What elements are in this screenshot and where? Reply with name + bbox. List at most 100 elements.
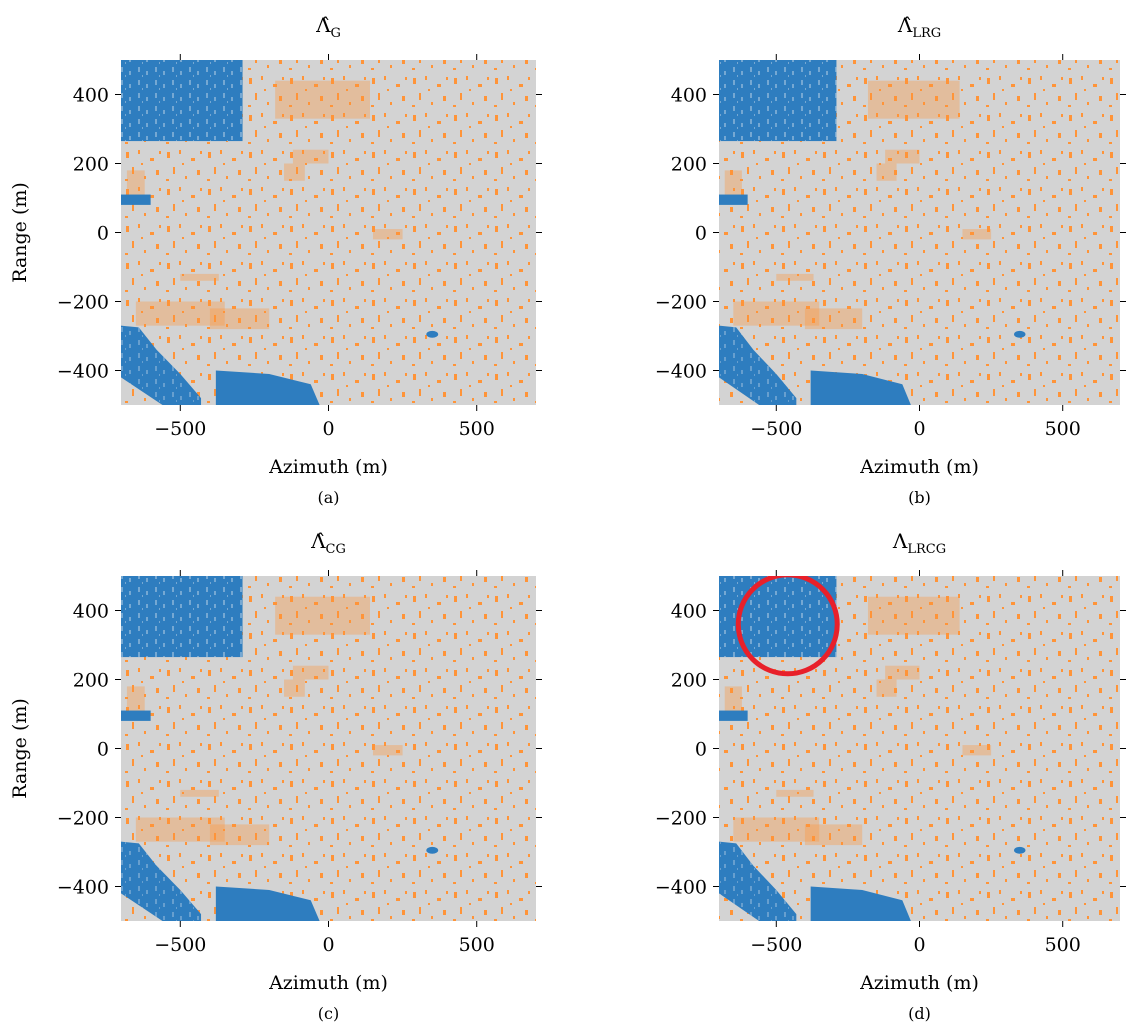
orange-cluster (126, 170, 145, 202)
orange-cluster (885, 665, 920, 680)
title-subscript: G (331, 26, 341, 41)
x-tick-label: 500 (1045, 934, 1081, 956)
orange-cluster (292, 665, 329, 680)
orange-cluster (962, 745, 992, 756)
heatmap-area (719, 60, 1120, 405)
x-tick-label: 500 (459, 934, 495, 956)
orange-cluster (776, 789, 814, 797)
title-symbol: Λ̂ (315, 13, 331, 37)
blue-region-bottom-lake (810, 886, 911, 921)
orange-cluster (284, 163, 305, 181)
y-tick-label: 0 (695, 739, 707, 761)
y-tick-label: 0 (695, 223, 707, 245)
blue-texture (121, 576, 243, 658)
blue-texture (121, 841, 202, 921)
blue-texture (719, 60, 837, 142)
blue-region-bottom-lake (215, 370, 320, 405)
y-tick-label: −400 (57, 361, 109, 383)
panel-caption: (c) (318, 1004, 339, 1023)
orange-cluster (724, 686, 742, 718)
panel-title: Λ̂G (315, 13, 341, 41)
orange-cluster (867, 596, 960, 635)
panel-title: ΛLRCG (892, 529, 946, 557)
y-tick-label: −400 (655, 361, 707, 383)
title-symbol: Λ̂ (310, 529, 326, 553)
title-subscript: LRG (912, 26, 941, 41)
orange-cluster (275, 80, 370, 119)
y-tick-label: −200 (655, 292, 707, 314)
orange-cluster (804, 824, 863, 846)
orange-cluster (867, 80, 960, 119)
y-tick-label: 0 (97, 739, 109, 761)
orange-cluster (776, 273, 814, 281)
y-axis-label: Range (m) (9, 182, 31, 283)
x-tick-label: 0 (913, 418, 925, 440)
x-tick-label: −500 (750, 418, 802, 440)
annotation-red-circle (735, 576, 840, 677)
x-axis-label: Azimuth (m) (268, 972, 388, 994)
panel-b: −500 0 500 −400 −200 0 200 400 Azimuth (m) Λ̂LRG (… (655, 13, 1126, 507)
panel-a: −500 0 500 −400 −200 0 200 400 Azimuth (m) Range … (9, 13, 542, 507)
heatmap-area (121, 576, 536, 921)
blue-texture (719, 841, 797, 921)
title-symbol: Λ (892, 529, 908, 553)
blue-region-small-target (1014, 330, 1026, 338)
y-tick-label: 400 (73, 85, 109, 107)
y-tick-label: −400 (655, 877, 707, 899)
orange-cluster (733, 301, 820, 326)
x-tick-label: −500 (154, 934, 206, 956)
title-subscript: LRCG (907, 542, 946, 557)
y-tick-label: 200 (73, 670, 109, 692)
orange-cluster (372, 229, 403, 240)
blue-region-small-target (426, 330, 439, 338)
orange-cluster (962, 229, 992, 240)
orange-cluster (209, 308, 270, 330)
x-axis-label: Azimuth (m) (859, 972, 979, 994)
orange-cluster (724, 170, 742, 202)
blue-region-left-strip (121, 710, 151, 721)
orange-cluster (876, 679, 897, 697)
panel-title: Λ̂LRG (897, 13, 941, 41)
orange-cluster (135, 817, 225, 842)
y-tick-label: 200 (671, 670, 707, 692)
y-tick-label: −200 (655, 808, 707, 830)
orange-cluster (876, 163, 897, 181)
blue-texture (121, 60, 243, 142)
panel-c: −500 0 500 −400 −200 0 200 400 Azimuth (m) Range … (9, 529, 542, 1023)
x-axis-label: Azimuth (m) (268, 456, 388, 478)
orange-cluster (804, 308, 863, 330)
x-tick-label: −500 (154, 418, 206, 440)
orange-cluster (126, 686, 145, 718)
orange-cluster (292, 149, 329, 164)
title-symbol: Λ̂ (897, 13, 913, 37)
panel-d: −500 0 500 −400 −200 0 200 400 Azimuth (m) ΛLRCG (… (655, 529, 1126, 1023)
heatmap-area (121, 60, 536, 405)
blue-region-left-strip (121, 194, 151, 205)
y-tick-label: −200 (57, 808, 109, 830)
y-tick-label: 400 (671, 85, 707, 107)
panel-caption: (a) (317, 488, 339, 507)
blue-region-small-target (1014, 846, 1026, 854)
x-tick-label: −500 (750, 934, 802, 956)
x-tick-label: 500 (459, 418, 495, 440)
y-tick-label: 400 (73, 601, 109, 623)
title-subscript: CG (326, 542, 346, 557)
y-tick-label: 0 (97, 223, 109, 245)
blue-texture (121, 325, 202, 405)
orange-cluster (209, 824, 270, 846)
orange-cluster (180, 273, 219, 281)
x-axis-label: Azimuth (m) (859, 456, 979, 478)
blue-region-left-strip (719, 194, 748, 205)
orange-cluster (733, 817, 820, 842)
orange-cluster (275, 596, 370, 635)
blue-region-bottom-lake (215, 886, 320, 921)
orange-cluster (284, 679, 305, 697)
x-tick-label: 0 (322, 934, 334, 956)
orange-cluster (135, 301, 225, 326)
y-tick-label: −400 (57, 877, 109, 899)
x-tick-label: 0 (322, 418, 334, 440)
y-tick-label: −200 (57, 292, 109, 314)
heatmap-area (719, 576, 1120, 921)
orange-cluster (372, 745, 403, 756)
